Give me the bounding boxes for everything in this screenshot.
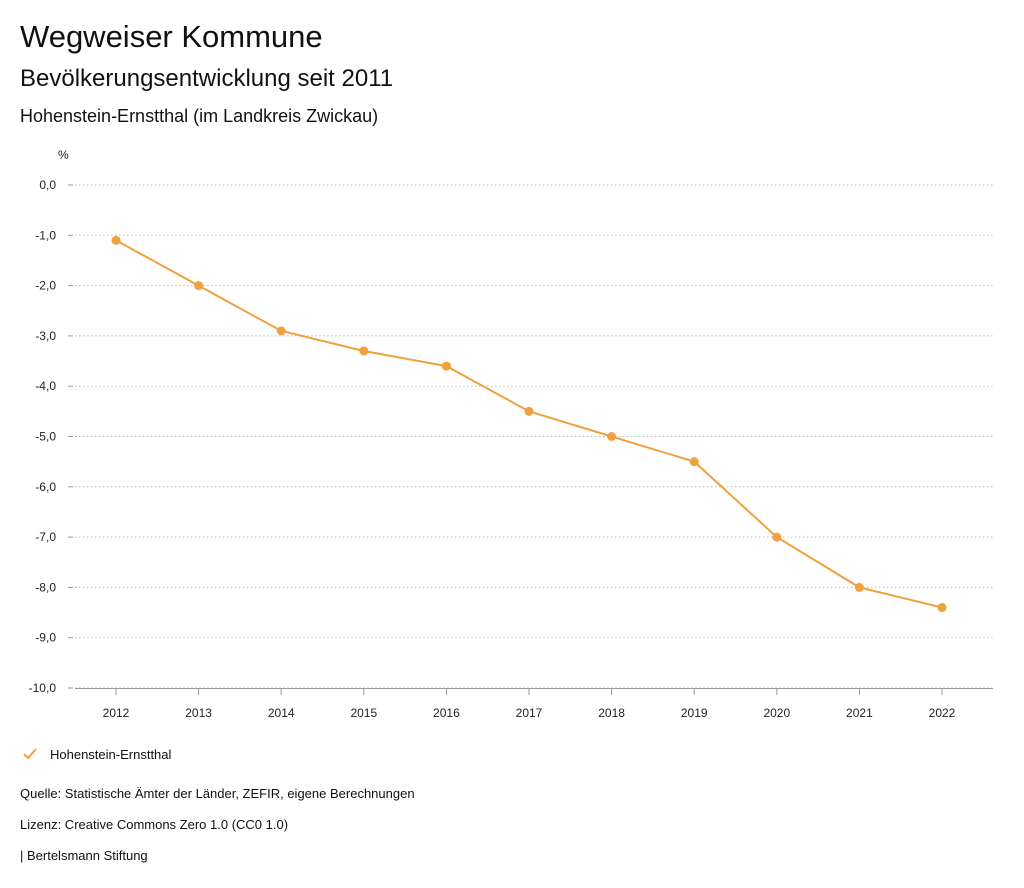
x-tick-label: 2022 <box>929 706 956 720</box>
y-tick-label: -1,0 <box>35 228 56 242</box>
y-tick-label: 0,0 <box>39 178 56 192</box>
data-point-2021[interactable] <box>854 582 864 592</box>
y-tick-label: -8,0 <box>35 580 56 594</box>
y-tick-label: -10,0 <box>29 681 57 695</box>
y-axis-unit: % <box>58 148 69 162</box>
data-point-2016[interactable] <box>441 361 451 371</box>
x-tick-label: 2019 <box>681 706 708 720</box>
license-note: Lizenz: Creative Commons Zero 1.0 (CC0 1… <box>20 817 289 832</box>
series-line[interactable] <box>115 239 943 609</box>
x-tick-label: 2017 <box>516 706 543 720</box>
legend-item-hohenstein-ernstthal[interactable]: Hohenstein-Ernstthal <box>22 744 171 764</box>
y-tick-label: -7,0 <box>35 530 56 544</box>
y-axis-ticks: 0,0 -1,0 -2,0 -3,0 -4,0 -5,0 -6,0 -7,0 -8,0 -9,0 -… <box>29 178 73 695</box>
data-point-2020[interactable] <box>772 532 782 542</box>
data-point-2022[interactable] <box>937 603 947 613</box>
chart-subtitle: Bevölkerungsentwicklung seit 2011 <box>20 65 394 92</box>
grid-lines <box>75 184 993 689</box>
data-point-2019[interactable] <box>689 457 699 467</box>
data-point-2013[interactable] <box>194 281 204 291</box>
series-hohenstein-ernstthal[interactable] <box>111 235 947 613</box>
legend-label: Hohenstein-Ernstthal <box>50 746 172 762</box>
brand-credit: | Bertelsmann Stiftung <box>20 848 148 863</box>
region-label: Hohenstein-Ernstthal (im Landkreis Zwick… <box>20 106 379 126</box>
x-tick-label: 2014 <box>268 706 295 720</box>
y-tick-label: -9,0 <box>35 631 56 645</box>
data-point-2017[interactable] <box>524 406 534 416</box>
x-tick-label: 2012 <box>103 706 130 720</box>
y-tick-label: -6,0 <box>35 480 56 494</box>
x-tick-label: 2020 <box>763 706 790 720</box>
checkmark-icon <box>23 748 37 760</box>
x-tick-label: 2018 <box>598 706 625 720</box>
y-tick-label: -4,0 <box>35 379 56 393</box>
y-tick-label: -5,0 <box>35 430 56 444</box>
data-point-2015[interactable] <box>359 346 369 356</box>
x-tick-label: 2015 <box>350 706 377 720</box>
data-point-2014[interactable] <box>276 326 286 336</box>
y-tick-label: -2,0 <box>35 279 56 293</box>
data-point-2018[interactable] <box>607 432 617 441</box>
x-tick-label: 2013 <box>185 706 212 720</box>
x-axis: 2012 2013 2014 2015 2016 2017 2018 2019 2020 2021… <box>75 688 993 720</box>
x-tick-label: 2016 <box>433 706 460 720</box>
source-note: Quelle: Statistische Ämter der Länder, Z… <box>20 786 415 801</box>
page-title: Wegweiser Kommune <box>20 19 323 54</box>
data-point-2012[interactable] <box>111 235 121 245</box>
x-tick-label: 2021 <box>846 706 873 720</box>
y-tick-label: -3,0 <box>35 329 56 343</box>
line-chart: % 0,0 -1,0 -2,0 -3,0 -4,0 -5,0 -6,0 -7,0 -8,0 -9,… <box>29 148 993 720</box>
